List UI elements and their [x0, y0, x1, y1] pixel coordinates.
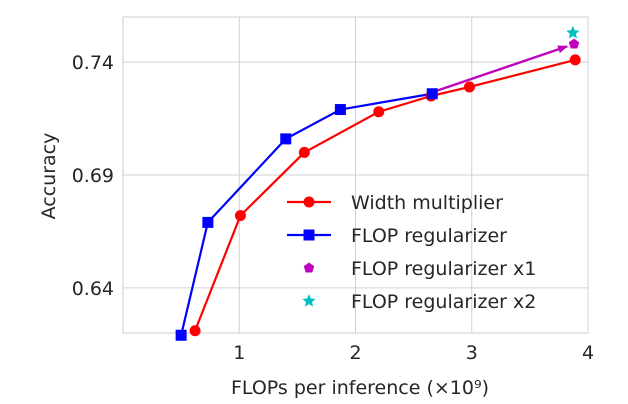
legend-item: FLOP regularizer x2: [302, 291, 536, 313]
series-0-point: [463, 81, 475, 93]
legend-label: FLOP regularizer x1: [351, 258, 536, 280]
legend-item: FLOP regularizer: [287, 225, 507, 247]
legend-marker: [303, 229, 315, 241]
series-1-point: [175, 329, 187, 341]
x-tick-label: 1: [233, 342, 245, 364]
arrow-0: [434, 45, 569, 93]
series-layer: [175, 25, 581, 341]
legend-marker: [303, 196, 315, 208]
y-tick-label: 0.64: [72, 278, 114, 300]
x-tick-label: 2: [349, 342, 361, 364]
series-3-point: [566, 25, 580, 39]
x-tick-label: 4: [582, 342, 594, 364]
series-1-point: [280, 133, 292, 145]
series-0-point: [373, 106, 385, 118]
series-1-point: [426, 88, 438, 100]
x-axis-label: FLOPs per inference (×10⁹): [231, 377, 489, 399]
series-0-point: [189, 325, 201, 337]
legend-label: FLOP regularizer: [351, 225, 507, 247]
y-axis-label: Accuracy: [38, 133, 60, 220]
legend-marker: [302, 294, 316, 307]
x-axis-unit: (×10⁹): [426, 377, 489, 399]
legend-item: Width multiplier: [287, 192, 503, 214]
legend-label: Width multiplier: [351, 192, 503, 214]
legend-label: FLOP regularizer x2: [351, 291, 536, 313]
legend: Width multiplier FLOP regularizer FLOP reg…: [287, 192, 536, 313]
x-axis-label-text: FLOPs per inference: [231, 377, 420, 399]
y-tick-label: 0.69: [72, 165, 114, 187]
y-ticks: 0.64 0.69 0.74: [72, 52, 114, 300]
legend-marker: [303, 262, 315, 273]
legend-item: FLOP regularizer x1: [303, 258, 536, 280]
grid: [123, 17, 589, 333]
series-0-point: [234, 210, 246, 222]
series-1-point: [202, 216, 214, 228]
series-0-point: [569, 54, 581, 66]
series-2-point: [568, 38, 580, 49]
y-tick-label: 0.74: [72, 52, 114, 74]
x-tick-label: 3: [466, 342, 478, 364]
series-0-point: [298, 146, 310, 158]
x-ticks: 1 2 3 4: [233, 342, 594, 364]
series-1-point: [334, 104, 346, 116]
